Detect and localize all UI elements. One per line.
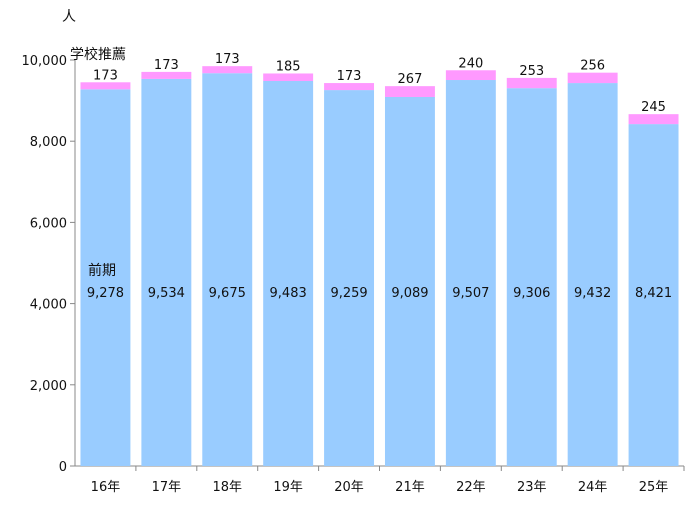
value-label-zenki: 9,507 [452,286,489,301]
bar-zenki [506,88,557,467]
y-tick-label: 4,000 [30,298,67,313]
bar-zenki [263,80,314,466]
x-category-label: 18年 [212,480,242,495]
value-label-zenki: 9,089 [391,286,428,301]
bar-gakko-suisen [263,73,314,81]
value-label-gakko-suisen: 173 [215,52,240,67]
x-category-label: 22年 [456,480,486,495]
bar-zenki [628,124,679,467]
value-label-zenki: 9,278 [87,286,124,301]
bars-layer: 173 9,278 173 9,534 173 9,675 185 9,483 173 9,259… [80,52,679,467]
bar-gakko-suisen [202,66,253,74]
value-label-zenki: 9,432 [574,286,611,301]
y-axis-unit-label: 人 [62,9,76,25]
value-label-gakko-suisen: 240 [458,56,483,71]
series-annotation-zenki: 前期 [88,262,116,279]
y-axis-ticks: 0 2,000 4,000 6,000 8,000 10,000 [22,54,75,475]
y-tick-label: 2,000 [30,379,67,394]
bar-gakko-suisen [141,71,192,79]
value-label-zenki: 9,259 [330,286,367,301]
bar-gakko-suisen [80,82,131,90]
bar-zenki [324,90,375,467]
x-category-label: 17年 [152,480,182,495]
value-label-zenki: 9,534 [148,286,185,301]
bar-zenki [202,73,253,466]
value-label-gakko-suisen: 173 [93,68,118,83]
x-category-label: 16年 [91,480,121,495]
value-label-gakko-suisen: 185 [276,59,301,74]
value-label-gakko-suisen: 245 [641,100,666,115]
bar-zenki [141,78,192,466]
value-label-zenki: 9,675 [209,286,246,301]
bar-zenki [567,83,618,467]
bar-gakko-suisen [506,77,557,89]
x-category-label: 23年 [517,480,547,495]
value-label-gakko-suisen: 267 [398,72,423,87]
value-label-gakko-suisen: 256 [580,59,605,74]
value-label-gakko-suisen: 253 [519,64,544,79]
bar-gakko-suisen [567,72,618,84]
x-category-label: 20年 [334,480,364,495]
y-tick-label: 10,000 [22,54,68,69]
x-category-label: 19年 [273,480,303,495]
x-category-label: 24年 [578,480,608,495]
bar-zenki [384,96,435,466]
bar-gakko-suisen [384,86,435,97]
value-label-gakko-suisen: 173 [337,69,362,84]
value-label-zenki: 9,483 [270,286,307,301]
bar-gakko-suisen [445,70,496,81]
series-annotation-gakko-suisen: 学校推薦 [70,46,126,63]
x-category-label: 25年 [639,480,669,495]
bar-zenki [80,89,131,466]
y-tick-label: 0 [59,460,67,475]
x-category-label: 21年 [395,480,425,495]
value-label-gakko-suisen: 173 [154,58,179,73]
value-label-zenki: 8,421 [635,286,672,301]
bar-gakko-suisen [628,114,679,125]
value-label-zenki: 9,306 [513,286,550,301]
bar-zenki [445,80,496,466]
y-tick-label: 8,000 [30,135,67,150]
x-axis-categories: 16年 17年 18年 19年 20年 21年 22年 23年 24年 25年 [91,466,685,495]
y-tick-label: 6,000 [30,216,67,231]
bar-gakko-suisen [324,83,375,91]
